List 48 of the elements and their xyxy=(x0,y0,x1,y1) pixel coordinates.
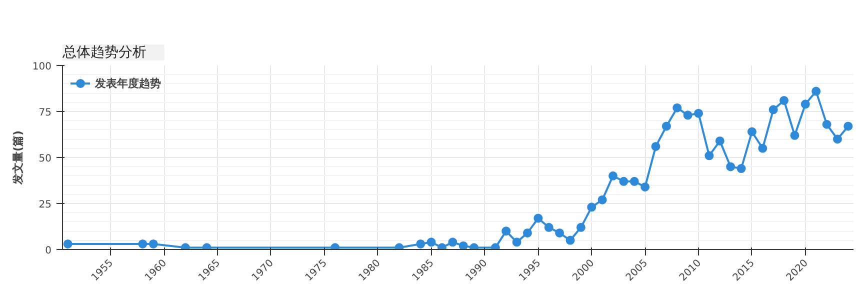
point xyxy=(138,239,148,248)
point xyxy=(651,142,660,151)
point xyxy=(576,222,586,232)
y-tick-label: 0 xyxy=(45,246,52,256)
point xyxy=(458,241,468,250)
point xyxy=(780,96,789,105)
y-axis-title: 发文量(篇) xyxy=(11,130,24,186)
point xyxy=(822,120,832,129)
point xyxy=(683,110,692,120)
point xyxy=(704,151,714,160)
y-tick-label: 75 xyxy=(38,108,52,118)
point xyxy=(768,105,778,114)
y-tick-label: 25 xyxy=(38,200,52,210)
point xyxy=(448,238,458,247)
point xyxy=(608,171,618,180)
point xyxy=(715,136,724,146)
point xyxy=(662,122,671,131)
y-tick-label: 100 xyxy=(32,62,52,72)
point xyxy=(812,86,821,96)
point xyxy=(555,228,564,238)
point xyxy=(832,134,842,144)
point xyxy=(512,238,522,247)
point xyxy=(534,214,543,223)
point xyxy=(502,226,511,236)
chart-title: 总体趋势分析 xyxy=(62,44,146,60)
point xyxy=(544,222,554,232)
point xyxy=(758,144,768,153)
point xyxy=(416,239,426,248)
point xyxy=(640,182,650,192)
point xyxy=(587,202,596,212)
point xyxy=(148,239,158,248)
point xyxy=(790,130,800,140)
point xyxy=(800,100,810,109)
point xyxy=(844,122,853,131)
point xyxy=(672,103,682,112)
point xyxy=(694,108,704,118)
point xyxy=(619,176,628,186)
y-tick-label: 50 xyxy=(38,154,52,164)
point xyxy=(566,236,575,245)
point xyxy=(426,238,436,247)
point xyxy=(736,164,746,174)
point xyxy=(726,162,736,172)
point xyxy=(522,228,532,238)
point xyxy=(630,176,639,186)
legend-label: 发表年度趋势 xyxy=(95,76,161,90)
point xyxy=(598,195,607,204)
point xyxy=(63,239,72,248)
point xyxy=(747,127,756,136)
